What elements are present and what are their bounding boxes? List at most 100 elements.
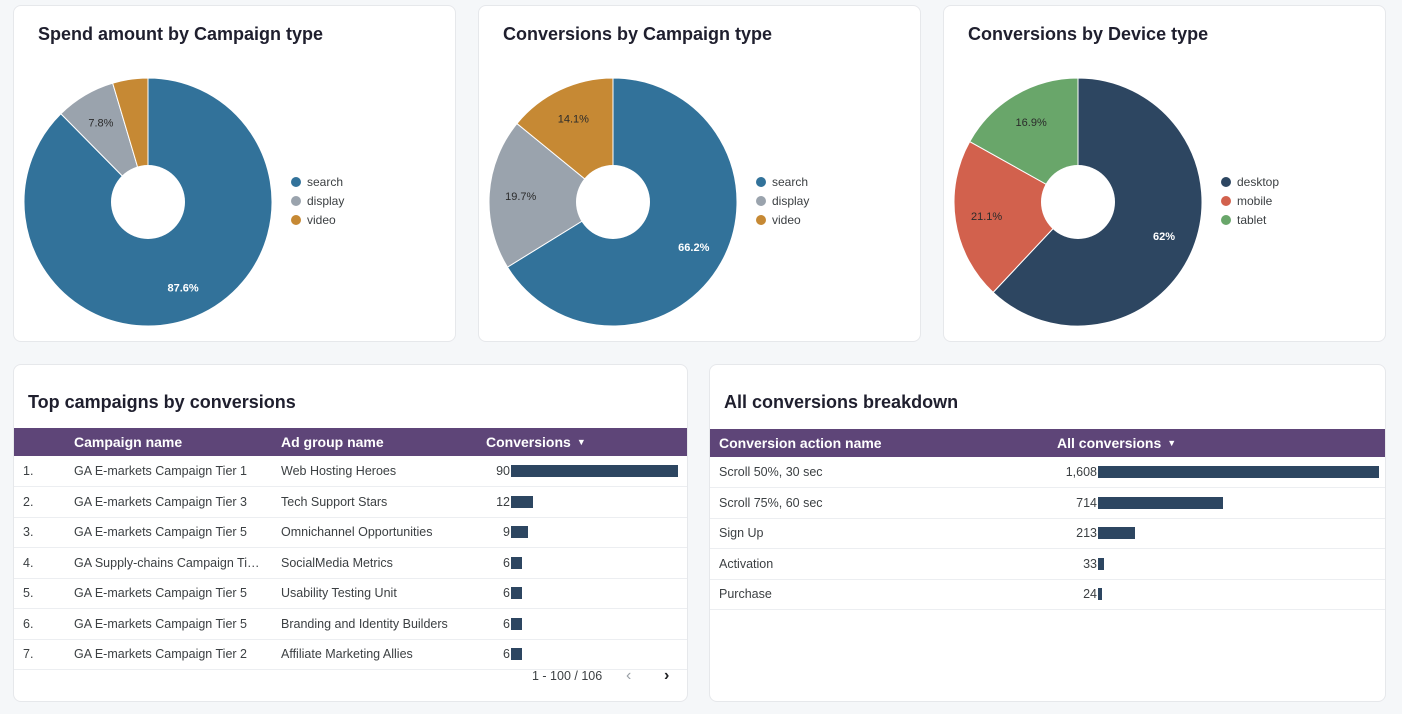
legend-dot-search	[756, 176, 766, 187]
table-row[interactable]: 3. GA E-markets Campaign Tier 5 Omnichanne…	[14, 517, 687, 548]
spend-chart-legend: search display video	[291, 172, 344, 229]
legend-item-desktop[interactable]: desktop	[1221, 172, 1279, 191]
conv-type-chart-title: Conversions by Campaign type	[503, 24, 773, 44]
conv-type-pie-chart[interactable]: 66.2% 19.7% 14.1%	[479, 6, 922, 343]
pie-label-display: 7.8%	[88, 117, 113, 129]
row-index: 1.	[23, 464, 34, 478]
pie-label-video: 14.1%	[558, 113, 589, 125]
pie-slice-mobile[interactable]	[953, 140, 1079, 294]
legend-label-tablet: tablet	[1237, 212, 1267, 227]
cell-conversions: 90	[496, 464, 510, 478]
spend-chart-card: Spend amount by Campaign type 87.6% 7.8% …	[13, 5, 456, 342]
column-ad-group-name[interactable]: Ad group name	[281, 434, 384, 450]
legend-item-mobile[interactable]: mobile	[1221, 191, 1279, 210]
legend-item-search[interactable]: search	[291, 172, 344, 191]
table-row[interactable]: Activation 33	[710, 549, 1385, 580]
legend-label-video: video	[307, 212, 336, 227]
legend-dot-mobile	[1221, 195, 1231, 206]
cell-conversion-action: Scroll 50%, 30 sec	[719, 465, 823, 479]
cell-campaign-name: GA E-markets Campaign Tier 5	[74, 616, 247, 631]
donut-hole	[576, 165, 650, 239]
legend-dot-display	[291, 195, 301, 206]
column-all-conversions[interactable]: All conversions ▼	[1057, 435, 1176, 451]
row-index: 5.	[23, 586, 34, 600]
legend-label-display: display	[307, 193, 345, 208]
cell-campaign-name: GA E-markets Campaign Tier 3	[74, 494, 247, 509]
legend-label-video: video	[772, 212, 801, 227]
cell-conversions: 12	[496, 494, 510, 509]
cell-campaign-name: GA E-markets Campaign Tier 2	[74, 647, 247, 661]
chevron-right-icon[interactable]: ›	[664, 667, 670, 684]
legend-label-search: search	[772, 174, 809, 189]
pie-slice-video[interactable]	[516, 77, 614, 204]
legend-label-search: search	[307, 174, 344, 189]
row-index: 6.	[23, 616, 34, 631]
cell-ad-group-name: SocialMedia Metrics	[281, 555, 393, 570]
pie-slice-display[interactable]	[488, 122, 614, 268]
table-row[interactable]: 6. GA E-markets Campaign Tier 5 Branding a…	[14, 609, 687, 640]
cell-ad-group-name: Usability Testing Unit	[281, 586, 397, 600]
legend-item-search[interactable]: search	[756, 172, 809, 191]
top-campaigns-title: Top campaigns by conversions	[28, 392, 296, 412]
legend-label-display: display	[772, 193, 810, 208]
table-row[interactable]: 7. GA E-markets Campaign Tier 2 Affiliate …	[14, 639, 687, 670]
legend-item-display[interactable]: display	[756, 191, 809, 210]
legend-item-video[interactable]: video	[756, 210, 809, 229]
cell-ad-group-name: Branding and Identity Builders	[281, 616, 448, 631]
table-row[interactable]: 1. GA E-markets Campaign Tier 1 Web Hostin…	[14, 456, 687, 487]
column-conversions[interactable]: Conversions ▼	[486, 434, 586, 450]
cell-conversions: 6	[503, 616, 510, 631]
cell-all-conversions: 33	[1083, 556, 1097, 571]
cell-conversion-action: Activation	[719, 556, 774, 571]
conversions-bar	[511, 556, 523, 569]
spend-pie-chart[interactable]: 87.6% 7.8%	[14, 6, 457, 343]
legend-dot-video	[291, 214, 301, 225]
pie-label-search: 66.2%	[678, 242, 709, 254]
chevron-left-icon[interactable]: ‹	[626, 667, 632, 684]
pie-label-tablet: 16.9%	[1016, 117, 1047, 129]
conversions-bar	[511, 617, 523, 630]
row-index: 4.	[23, 555, 34, 570]
conversions-bar	[511, 587, 523, 599]
cell-conversion-action: Purchase	[719, 587, 772, 601]
cell-conversions: 6	[503, 647, 510, 661]
row-index: 7.	[23, 647, 34, 661]
table-row[interactable]: 4. GA Supply-chains Campaign Tie... Social…	[14, 548, 687, 579]
breakdown-header: Conversion action name All conversions ▼	[710, 429, 1385, 457]
cell-campaign-name: GA E-markets Campaign Tier 5	[74, 525, 247, 539]
cell-conversions: 6	[503, 555, 510, 570]
column-all-conversions-label: All conversions	[1057, 435, 1162, 451]
conv-device-chart-card: Conversions by Device type 62% 21.1% 16.9%…	[943, 5, 1386, 342]
table-row[interactable]: Scroll 50%, 30 sec 1,608	[710, 457, 1385, 488]
conv-type-chart-card: Conversions by Campaign type 66.2% 19.7% 1…	[478, 5, 921, 342]
conv-device-pie-chart[interactable]: 62% 21.1% 16.9%	[944, 6, 1387, 343]
spend-chart-title: Spend amount by Campaign type	[38, 24, 324, 44]
conversions-bar	[511, 495, 534, 508]
cell-conversion-action: Sign Up	[719, 526, 764, 540]
sort-desc-icon: ▼	[1167, 438, 1177, 448]
legend-dot-tablet	[1221, 214, 1231, 225]
cell-ad-group-name: Web Hosting Heroes	[281, 464, 397, 478]
table-row[interactable]: 2. GA E-markets Campaign Tier 3 Tech Suppo…	[14, 487, 687, 518]
donut-hole	[1041, 165, 1115, 239]
legend-dot-display	[756, 195, 766, 206]
table-row[interactable]: Scroll 75%, 60 sec 714	[710, 488, 1385, 519]
all-conversions-bar	[1098, 466, 1379, 478]
table-row[interactable]: 5. GA E-markets Campaign Tier 5 Usability …	[14, 578, 687, 609]
conv-type-chart-legend: search display video	[756, 172, 809, 229]
cell-conversions: 6	[503, 586, 510, 600]
pie-slice-tablet[interactable]	[969, 77, 1079, 203]
legend-item-tablet[interactable]: tablet	[1221, 210, 1279, 229]
legend-item-display[interactable]: display	[291, 191, 344, 210]
cell-conversion-action: Scroll 75%, 60 sec	[719, 495, 823, 510]
column-conversions-label: Conversions	[486, 434, 571, 450]
cell-ad-group-name: Tech Support Stars	[281, 494, 388, 509]
cell-all-conversions: 1,608	[1065, 465, 1097, 479]
table-row[interactable]: Purchase 24	[710, 579, 1385, 610]
all-conversions-bar	[1098, 496, 1223, 509]
column-campaign-name[interactable]: Campaign name	[74, 434, 183, 450]
all-conversions-bar	[1098, 527, 1136, 539]
legend-item-video[interactable]: video	[291, 210, 344, 229]
table-row[interactable]: Sign Up 213	[710, 518, 1385, 549]
column-conversion-action[interactable]: Conversion action name	[719, 435, 882, 451]
